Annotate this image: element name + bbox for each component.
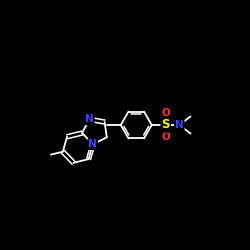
- Text: O: O: [161, 108, 170, 118]
- Text: N: N: [175, 120, 184, 130]
- Text: N: N: [85, 114, 94, 124]
- Text: N: N: [88, 139, 97, 149]
- Text: S: S: [162, 118, 170, 132]
- Text: O: O: [161, 132, 170, 142]
